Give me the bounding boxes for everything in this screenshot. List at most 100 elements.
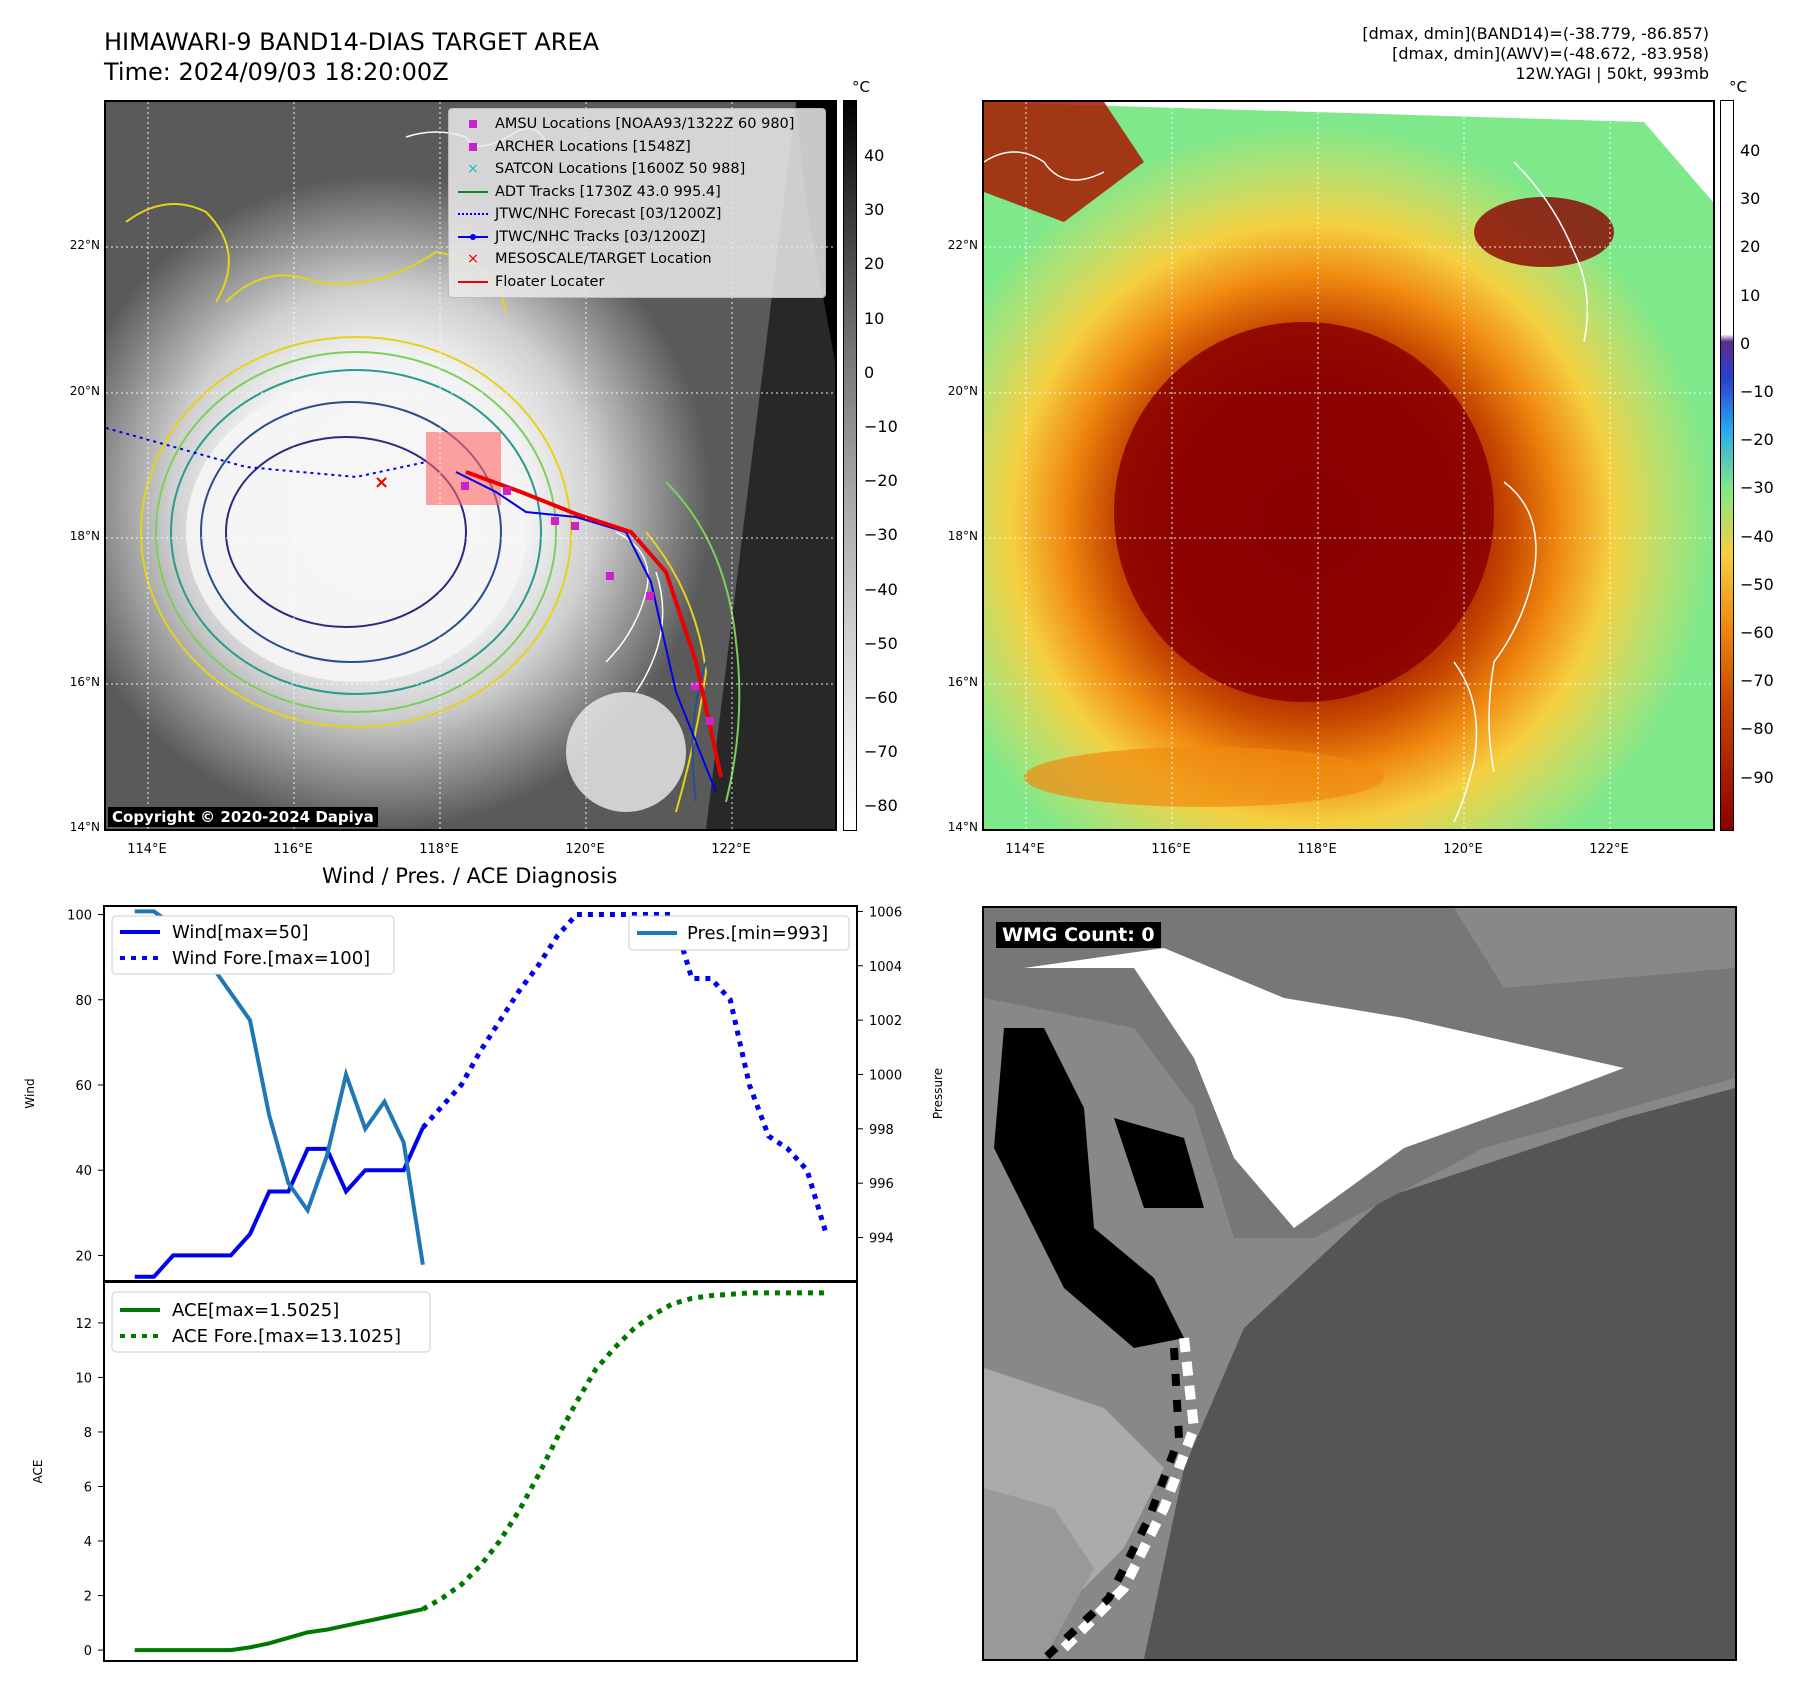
series-line-1 [421, 912, 829, 1235]
colorbar-tick-label: −10 [1740, 382, 1774, 401]
legend-symbol-icon [455, 139, 491, 155]
right-colorbar [1720, 100, 1734, 831]
colorbar-tick-label: −30 [1740, 478, 1774, 498]
ace-tick-label: 8 [84, 1426, 92, 1441]
awv-map-panel [982, 100, 1715, 831]
ace-tick-label: 0 [84, 1644, 92, 1659]
awv-map-image [984, 102, 1713, 829]
pressure-tick-label: 1000 [869, 1068, 902, 1083]
lat-tick-label: 14°N [947, 820, 978, 834]
colorbar-tick-label: 30 [864, 200, 885, 220]
lat-tick-label: 16°N [947, 675, 978, 689]
wind-tick-label: 40 [75, 1164, 92, 1179]
lat-tick-label: 20°N [947, 384, 978, 398]
wind-tick-label: 20 [75, 1249, 92, 1264]
pressure-tick-label: 1002 [869, 1014, 902, 1029]
colorbar-tick-label: 30 [1740, 189, 1761, 209]
ace-tick-label: 2 [84, 1590, 92, 1605]
colorbar-tick-label: −70 [1740, 671, 1774, 691]
lat-tick-label: 18°N [947, 529, 978, 543]
colorbar-tick-label: 40 [1740, 141, 1761, 160]
floater-box [426, 432, 501, 505]
colorbar-tick-label: 0 [864, 362, 875, 382]
legend-label: ADT Tracks [1730Z 43.0 995.4] [495, 183, 721, 200]
forecast-track [106, 427, 427, 479]
legend-entry: JTWC/NHC Forecast [03/1200Z] [455, 203, 819, 226]
target-marker: × [374, 472, 389, 493]
legend-label: ACE Fore.[max=13.1025] [172, 1326, 401, 1347]
colorbar-tick-label: −90 [1740, 767, 1774, 787]
wind-tick-label: 100 [67, 909, 92, 924]
colorbar-tick-label: −80 [1740, 719, 1774, 739]
legend-label: Wind[max=50] [172, 922, 309, 943]
colorbar-tick-label: 20 [1740, 237, 1761, 257]
colorbar-tick-label: −50 [1740, 574, 1774, 594]
floater-track [465, 470, 723, 778]
legend-entry: ARCHER Locations [1548Z] [455, 136, 819, 159]
lon-tick-label: 118°E [1297, 842, 1337, 857]
series-line-0 [134, 1126, 425, 1279]
lat-tick-label: 22°N [947, 238, 978, 252]
diagnosis-title: Wind / Pres. / ACE Diagnosis [322, 864, 618, 888]
legend-symbol-icon: × [466, 161, 480, 178]
lon-tick-label: 118°E [419, 842, 459, 857]
lat-tick-label: 18°N [69, 529, 100, 543]
left-colorbar [843, 100, 857, 831]
map-legend: AMSU Locations [NOAA93/1322Z 60 980] ARCH… [448, 108, 826, 298]
legend-label: MESOSCALE/TARGET Location [495, 251, 712, 268]
legend-symbol-icon [455, 229, 491, 245]
pressure-axis-label: Pressure [931, 1068, 945, 1119]
legend-symbol-icon [455, 116, 491, 132]
legend-label: SATCON Locations [1600Z 50 988] [495, 161, 746, 178]
colorbar-tick-label: 20 [864, 254, 885, 274]
colorbar-tick-label: 0 [1740, 333, 1751, 353]
legend-label: Floater Locater [495, 273, 605, 290]
legend-rows: AMSU Locations [NOAA93/1322Z 60 980] ARCH… [455, 113, 819, 293]
wind-legend: Wind[max=50] Wind Fore.[max=100] [111, 915, 395, 975]
lon-tick-label: 122°E [1589, 842, 1629, 857]
ace-axis-label: ACE [31, 1460, 45, 1484]
wmg-image [984, 908, 1735, 1659]
lat-tick-label: 14°N [69, 820, 100, 834]
left-colorbar-unit: °C [852, 78, 870, 96]
colorbar-tick-label: −20 [1740, 430, 1774, 450]
best-track [455, 471, 717, 793]
lat-tick-label: 20°N [69, 384, 100, 398]
legend-entry: ADT Tracks [1730Z 43.0 995.4] [455, 181, 819, 204]
pressure-tick-label: 998 [869, 1123, 894, 1138]
lon-tick-label: 116°E [1151, 842, 1191, 857]
legend-label: Pres.[min=993] [687, 923, 828, 944]
legend-entry: × SATCON Locations [1600Z 50 988] [455, 158, 819, 181]
ace-series-line-0 [134, 1607, 424, 1653]
ace-legend: ACE[max=1.5025] ACE Fore.[max=13.1025] [111, 1291, 431, 1353]
figure-title: HIMAWARI-9 BAND14-DIAS TARGET AREA [104, 28, 600, 56]
colorbar-tick-label: −30 [864, 525, 898, 545]
ace-tick-label: 6 [84, 1480, 92, 1495]
colorbar-tick-label: −40 [1740, 526, 1774, 546]
legend-entry: Floater Locater [455, 271, 819, 294]
legend-symbol-icon [455, 274, 491, 290]
storm-info-text: 12W.YAGI | 50kt, 993mb [1515, 64, 1709, 83]
legend-label: ARCHER Locations [1548Z] [495, 138, 691, 155]
wind-pressure-chart: 100 80 60 40 20 1006 1004 1002 1000 998 996 994 Wind… [23, 905, 945, 1282]
legend-entry: JTWC/NHC Tracks [03/1200Z] [455, 226, 819, 249]
ace-tick-label: 10 [75, 1371, 92, 1386]
lat-tick-label: 22°N [69, 238, 100, 252]
dmax-awv-text: [dmax, dmin](AWV)=(-48.672, -83.958) [1392, 44, 1709, 63]
colorbar-tick-label: −10 [864, 417, 898, 436]
lat-tick-label: 16°N [69, 675, 100, 689]
colorbar-tick-label: −60 [864, 688, 898, 707]
colorbar-tick-label: −40 [864, 579, 898, 599]
legend-label: JTWC/NHC Tracks [03/1200Z] [495, 228, 706, 245]
dmax-band14-text: [dmax, dmin](BAND14)=(-38.779, -86.857) [1362, 24, 1709, 43]
lon-tick-label: 116°E [273, 842, 313, 857]
legend-label: JTWC/NHC Forecast [03/1200Z] [495, 206, 722, 223]
lon-tick-label: 120°E [565, 842, 605, 857]
lon-tick-label: 114°E [1005, 842, 1045, 857]
colorbar-tick-label: 10 [1740, 285, 1761, 305]
ace-chart: 12 10 8 6 4 2 0 ACE ACE[max=1.5025] ACE Fore.[max… [31, 1282, 858, 1662]
legend-symbol-icon [455, 206, 491, 222]
wmg-panel: WMG Count: 0 [982, 906, 1737, 1661]
ace-series-line-1 [421, 1290, 827, 1612]
colorbar-tick-label: −20 [864, 471, 898, 491]
